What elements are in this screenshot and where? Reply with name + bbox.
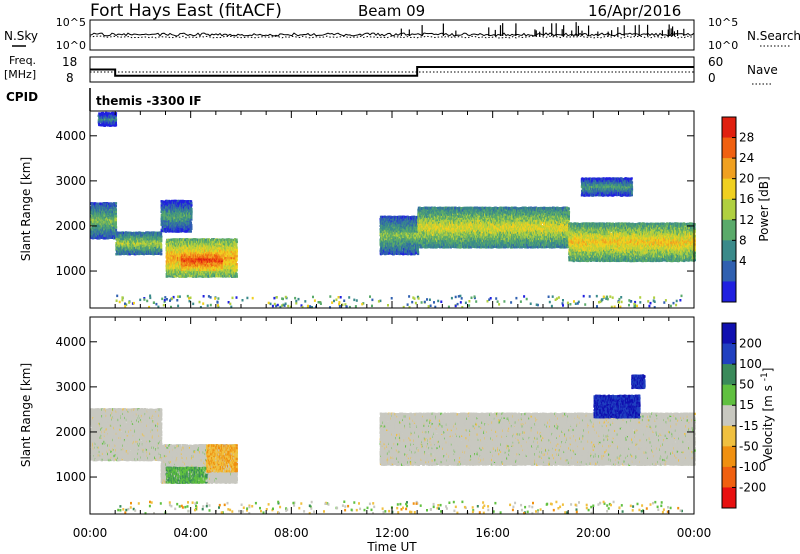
nsky-label: N.Sky bbox=[4, 29, 38, 43]
date-label: 16/Apr/2016 bbox=[588, 2, 681, 20]
freq-trace bbox=[90, 67, 694, 76]
nsky-trace bbox=[90, 22, 694, 47]
freq-tick-bottom: 8 bbox=[66, 71, 74, 85]
power-heatmap-cells bbox=[90, 112, 696, 309]
nave-tick-bottom: 0 bbox=[708, 71, 716, 85]
nsearch-label: N.Search bbox=[747, 29, 800, 43]
plot-title: Fort Hays East (fitACF) bbox=[90, 1, 282, 21]
cpid-value: themis -3300 IF bbox=[96, 94, 202, 108]
cpid-label: CPID bbox=[6, 90, 38, 104]
radar-range-time-plot: Fort Hays East (fitACF) Beam 09 16/Apr/2… bbox=[0, 0, 800, 554]
nsky-tick-bottom: 10^0 bbox=[56, 39, 86, 52]
freq-line bbox=[90, 67, 694, 76]
nave-tick-top: 60 bbox=[708, 55, 723, 69]
freq-panel-frame bbox=[90, 57, 694, 82]
freq-label: Freq. bbox=[9, 54, 36, 67]
beam-label: Beam 09 bbox=[358, 2, 425, 20]
freq-unit-label: [MHz] bbox=[4, 68, 36, 81]
nsky-line bbox=[90, 33, 694, 47]
nave-label: Nave bbox=[747, 63, 778, 77]
freq-tick-top: 18 bbox=[62, 55, 77, 69]
nsearch-tick-bottom: 10^0 bbox=[708, 39, 738, 52]
nsky-tick-top: 10^5 bbox=[56, 16, 86, 29]
nsearch-tick-top: 10^5 bbox=[708, 16, 738, 29]
nsearch-line bbox=[90, 36, 693, 38]
